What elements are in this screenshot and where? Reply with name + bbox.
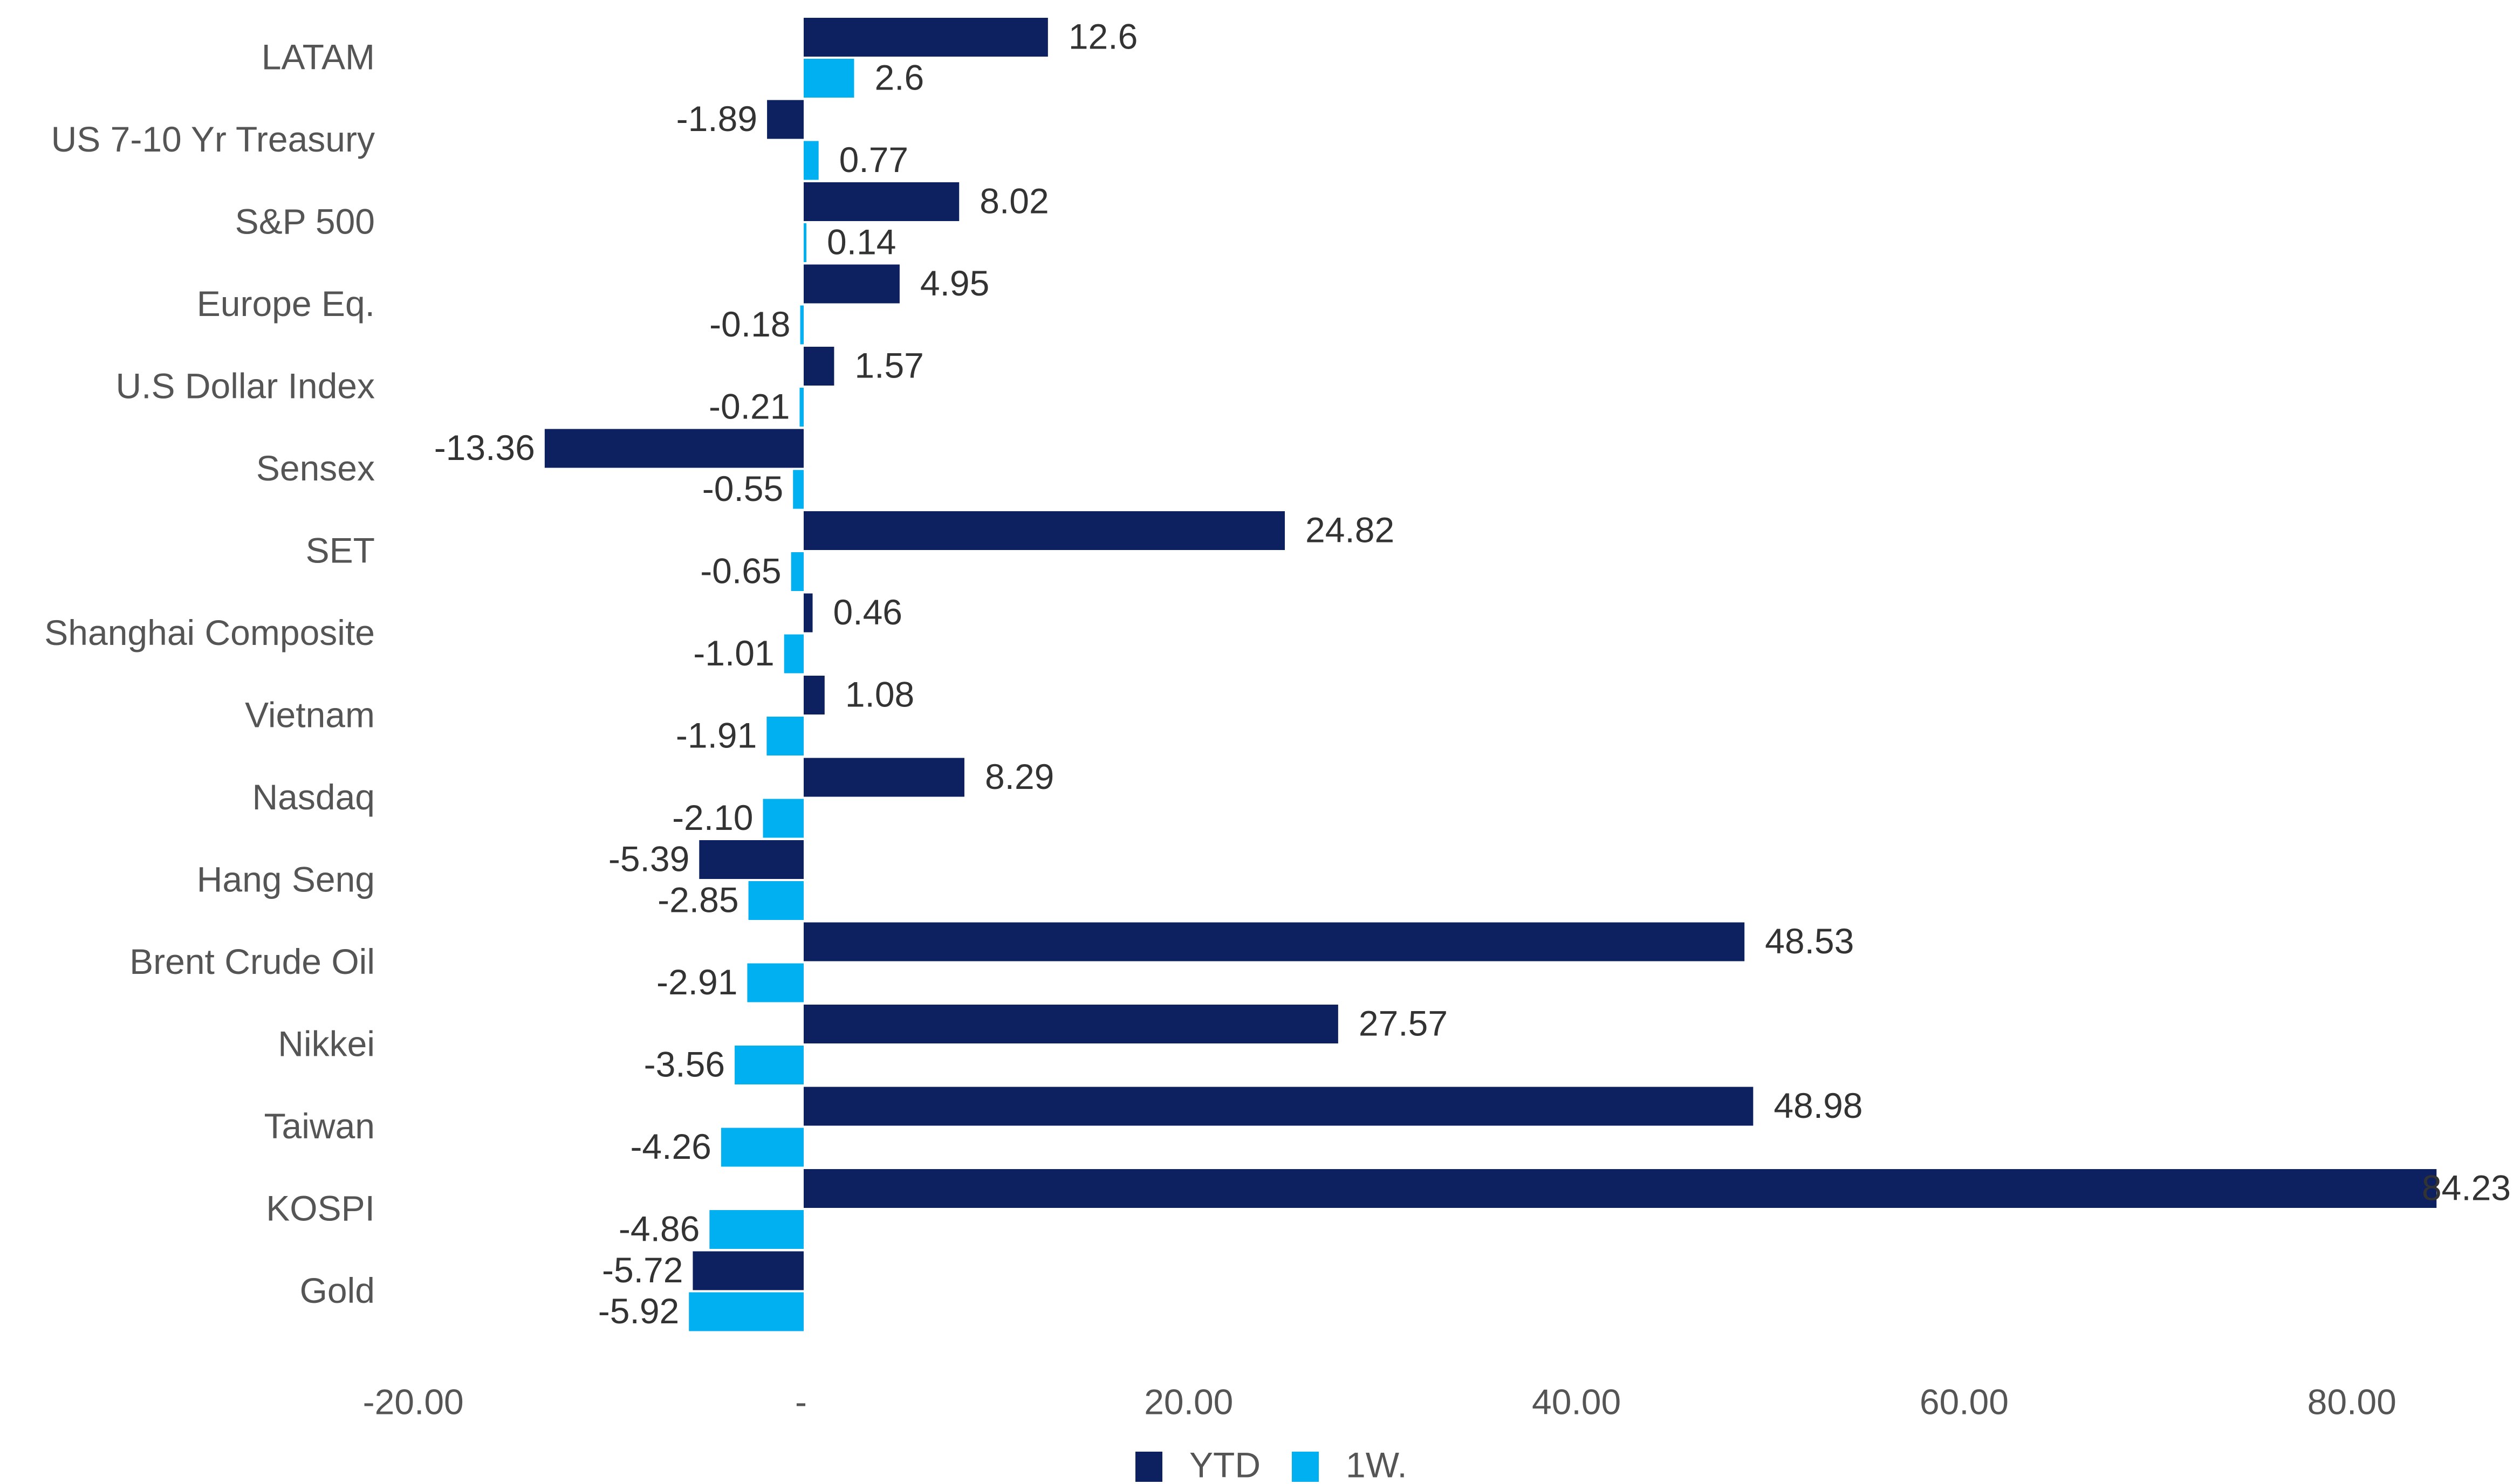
one-week-value-label: -0.55 xyxy=(702,469,783,509)
ytd-value-label: 1.08 xyxy=(845,674,914,714)
ytd-bar xyxy=(804,922,1745,961)
ytd-bar xyxy=(767,100,804,139)
category-label: Shanghai Composite xyxy=(44,613,375,652)
one-week-bar xyxy=(804,223,807,262)
one-week-bar xyxy=(735,1046,804,1084)
ytd-bar xyxy=(804,511,1285,550)
legend: YTD 1W. xyxy=(1135,1445,1407,1484)
ytd-bar xyxy=(804,1169,2437,1208)
category-label: Brent Crude Oil xyxy=(129,942,375,981)
ytd-bar xyxy=(804,264,900,304)
ytd-value-label: -5.72 xyxy=(602,1250,683,1290)
x-tick-label: -20.00 xyxy=(363,1382,464,1421)
category-label: SET xyxy=(306,530,375,570)
one-week-value-label: 0.14 xyxy=(827,222,896,262)
category-label: Europe Eq. xyxy=(197,284,375,324)
one-week-bar xyxy=(721,1128,804,1167)
x-tick-label: 40.00 xyxy=(1532,1382,1621,1421)
legend-label-1w: 1W. xyxy=(1346,1445,1407,1484)
one-week-value-label: -1.01 xyxy=(693,633,774,673)
one-week-value-label: -4.26 xyxy=(630,1126,711,1166)
ytd-value-label: 27.57 xyxy=(1359,1003,1448,1043)
category-label: Hang Seng xyxy=(197,859,375,899)
one-week-value-label: -5.92 xyxy=(598,1291,679,1331)
one-week-value-label: 0.77 xyxy=(839,140,908,180)
ytd-value-label: 48.98 xyxy=(1774,1085,1863,1125)
category-label: Gold xyxy=(300,1270,375,1310)
one-week-value-label: -2.85 xyxy=(658,880,738,919)
one-week-bar xyxy=(793,470,804,509)
one-week-value-label: -0.65 xyxy=(700,551,781,590)
category-label: LATAM xyxy=(262,37,375,77)
one-week-bar xyxy=(784,634,804,674)
legend-label-ytd: YTD xyxy=(1189,1445,1261,1484)
category-label: Nikkei xyxy=(278,1023,375,1063)
one-week-value-label: 2.6 xyxy=(874,57,924,97)
value-labels: 12.6 2.6 -1.89 0.77 8.02 0.14 4.95 -0.18 1.57 -0.… xyxy=(434,16,2511,1331)
ytd-value-label: -5.39 xyxy=(608,839,689,878)
one-week-bar xyxy=(748,881,804,920)
one-week-bar xyxy=(747,963,804,1002)
one-week-value-label: -4.86 xyxy=(619,1208,700,1248)
one-week-value-label: -0.21 xyxy=(709,386,790,426)
ytd-bar xyxy=(804,676,825,714)
one-week-value-label: -2.91 xyxy=(656,962,737,1002)
x-tick-label: 20.00 xyxy=(1144,1382,1233,1421)
ytd-value-label: 8.02 xyxy=(980,181,1049,221)
one-week-value-label: -2.10 xyxy=(672,798,753,837)
ytd-value-label: 12.6 xyxy=(1069,16,1138,56)
ytd-bar xyxy=(804,347,834,386)
ytd-value-label: -13.36 xyxy=(434,428,535,468)
x-tick-label: 60.00 xyxy=(1920,1382,2009,1421)
ytd-bar xyxy=(804,758,964,797)
category-label: Sensex xyxy=(256,448,375,488)
x-tick-label: - xyxy=(795,1382,807,1421)
one-week-bar xyxy=(799,388,804,427)
ytd-value-label: 0.46 xyxy=(833,592,902,632)
ytd-value-label: 84.23 xyxy=(2422,1167,2511,1207)
ytd-value-label: 4.95 xyxy=(920,263,989,303)
category-label: KOSPI xyxy=(266,1188,375,1228)
ytd-bar xyxy=(699,840,804,879)
ytd-bar xyxy=(804,593,813,633)
one-week-bar xyxy=(766,717,804,755)
category-labels: LATAM US 7-10 Yr Treasury S&P 500 Europe Eq… xyxy=(44,37,375,1310)
ytd-value-label: 1.57 xyxy=(854,345,923,385)
ytd-bar xyxy=(804,1087,1754,1126)
one-week-bar xyxy=(800,305,804,345)
one-week-bar xyxy=(804,59,854,98)
ytd-bar xyxy=(693,1251,804,1290)
category-label: U.S Dollar Index xyxy=(115,366,375,406)
category-label: US 7-10 Yr Treasury xyxy=(51,119,375,159)
ytd-value-label: 24.82 xyxy=(1305,510,1394,549)
ytd-bar xyxy=(804,182,960,221)
one-week-value-label: -1.91 xyxy=(676,715,757,755)
ytd-bar xyxy=(804,18,1048,57)
one-week-bar xyxy=(791,552,804,591)
one-week-bar xyxy=(763,799,804,838)
category-label: Vietnam xyxy=(245,695,375,734)
category-label: S&P 500 xyxy=(235,201,375,241)
legend-swatch-1w xyxy=(1292,1452,1319,1482)
legend-swatch-ytd xyxy=(1135,1452,1162,1482)
category-label: Nasdaq xyxy=(252,777,375,817)
ytd-bar xyxy=(804,1005,1338,1043)
one-week-bar xyxy=(804,141,819,180)
one-week-bar xyxy=(709,1210,804,1249)
bars xyxy=(544,18,2437,1331)
ytd-value-label: 48.53 xyxy=(1765,921,1854,961)
ytd-bar xyxy=(544,429,804,468)
x-axis: -20.00-20.00 40.00 60.00 80.00 xyxy=(363,1382,2396,1421)
one-week-value-label: -0.18 xyxy=(709,304,790,344)
ytd-value-label: -1.89 xyxy=(676,99,757,139)
ytd-value-label: 8.29 xyxy=(985,757,1054,796)
x-tick-label: 80.00 xyxy=(2307,1382,2396,1421)
one-week-bar xyxy=(689,1292,804,1331)
category-label: Taiwan xyxy=(264,1106,375,1146)
one-week-value-label: -3.56 xyxy=(644,1044,725,1084)
